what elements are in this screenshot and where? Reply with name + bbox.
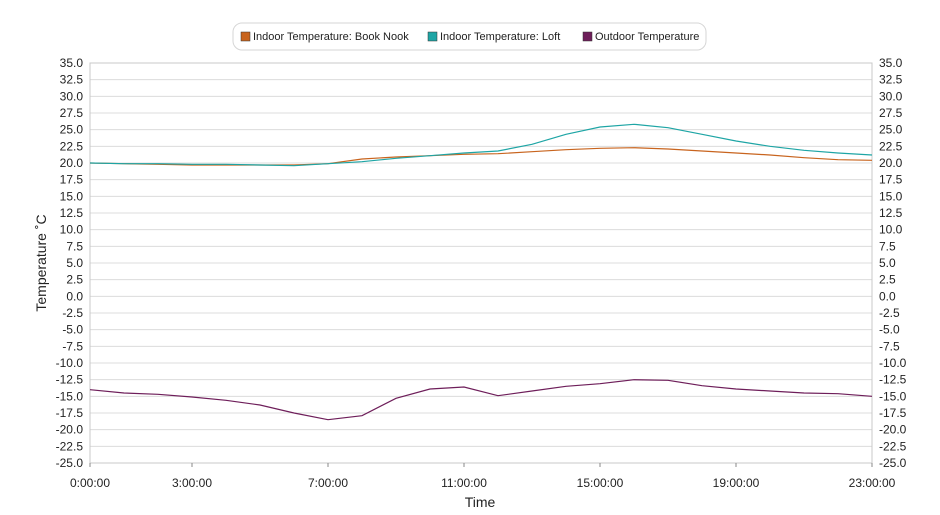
y-tick-label-right: 30.0	[879, 89, 903, 103]
y-tick-label-left: 12.5	[60, 206, 84, 220]
y-tick-label-right: -25.0	[879, 456, 907, 470]
y-tick-label-left: -20.0	[56, 423, 84, 437]
grid-lines	[90, 62, 872, 464]
x-tick-label: 19:00:00	[713, 476, 760, 490]
y-tick-label-right: 12.5	[879, 206, 903, 220]
x-tick-label: 15:00:00	[577, 476, 624, 490]
y-tick-label-left: -15.0	[56, 389, 84, 403]
y-tick-label-left: 7.5	[66, 239, 83, 253]
y-tick-label-right: 27.5	[879, 106, 903, 120]
legend-swatch	[582, 31, 593, 42]
y-tick-label-left: 30.0	[60, 89, 84, 103]
x-tick-label: 11:00:00	[441, 476, 487, 490]
y-tick-label-right: -17.5	[879, 406, 907, 420]
y-tick-label-right: -7.5	[879, 339, 900, 353]
y-tick-label-right: 2.5	[879, 273, 896, 287]
series-lines	[89, 123, 873, 421]
y-tick-label-right: -5.0	[879, 323, 900, 337]
y-axis-right-ticks: 35.0 32.5 30.0 27.5 25.0 22.5 20.0 17.5 15.0 12.5…	[879, 56, 907, 470]
y-tick-label-right: 7.5	[879, 239, 896, 253]
y-tick-label-left: -12.5	[56, 373, 84, 387]
y-tick-label-right: -20.0	[879, 423, 907, 437]
legend-label: Indoor Temperature: Loft	[440, 31, 560, 43]
y-tick-label-left: -7.5	[62, 339, 83, 353]
x-tick-label: 7:00:00	[308, 476, 348, 490]
x-tick-label: 3:00:00	[172, 476, 212, 490]
series-line-2	[89, 379, 873, 421]
y-tick-label-left: -17.5	[56, 406, 84, 420]
y-tick-label-left: 17.5	[60, 173, 84, 187]
y-tick-label-left: 27.5	[60, 106, 84, 120]
x-axis-title: Time	[465, 494, 496, 510]
x-tick-label: 23:00:00	[849, 476, 896, 490]
y-tick-label-right: -12.5	[879, 373, 907, 387]
y-tick-label-right: 10.0	[879, 223, 903, 237]
y-tick-label-left: 15.0	[60, 189, 84, 203]
y-tick-label-left: 10.0	[60, 223, 84, 237]
y-tick-label-left: 20.0	[60, 156, 84, 170]
y-tick-label-left: 5.0	[66, 256, 83, 270]
y-tick-label-left: -5.0	[62, 323, 83, 337]
y-tick-label-left: -10.0	[56, 356, 84, 370]
y-tick-label-right: 17.5	[879, 173, 903, 187]
y-tick-label-left: -25.0	[56, 456, 84, 470]
y-tick-label-right: 20.0	[879, 156, 903, 170]
legend-item-outdoor[interactable]: Outdoor Temperature	[582, 31, 699, 43]
y-tick-label-right: -2.5	[879, 306, 900, 320]
y-tick-label-right: 5.0	[879, 256, 896, 270]
y-tick-label-right: 22.5	[879, 139, 903, 153]
legend-swatch	[427, 31, 438, 42]
y-axis-left-ticks: 35.0 32.5 30.0 27.5 25.0 22.5 20.0 17.5 15.0 12.5…	[56, 56, 84, 470]
legend-item-book-nook[interactable]: Indoor Temperature: Book Nook	[240, 31, 409, 43]
y-tick-label-right: 35.0	[879, 56, 903, 70]
y-tick-label-left: 22.5	[60, 139, 84, 153]
legend-swatch	[240, 31, 251, 42]
legend-label: Outdoor Temperature	[595, 31, 699, 43]
y-tick-label-right: -10.0	[879, 356, 907, 370]
y-tick-label-right: 0.0	[879, 289, 896, 303]
y-tick-label-right: 32.5	[879, 73, 903, 87]
y-tick-label-left: -2.5	[62, 306, 83, 320]
legend[interactable]: Indoor Temperature: Book Nook Indoor Tem…	[232, 22, 707, 51]
y-tick-label-left: 35.0	[60, 56, 84, 70]
plot-frame	[89, 62, 873, 464]
y-tick-label-right: 25.0	[879, 123, 903, 137]
y-tick-label-left: 32.5	[60, 73, 84, 87]
y-tick-label-right: -22.5	[879, 439, 907, 453]
y-tick-label-left: 25.0	[60, 123, 84, 137]
y-tick-label-left: -22.5	[56, 439, 84, 453]
x-axis-ticks: 0:00:00 3:00:00 7:00:00 11:00:00 15:00:00 19:…	[70, 463, 896, 490]
series-line-1	[89, 123, 873, 167]
series-line-0	[89, 147, 873, 166]
legend-label: Indoor Temperature: Book Nook	[253, 31, 409, 43]
y-tick-label-left: 2.5	[66, 273, 83, 287]
y-axis-title: Temperature ˚C	[33, 214, 49, 311]
y-tick-label-right: -15.0	[879, 389, 907, 403]
x-tick-label: 0:00:00	[70, 476, 110, 490]
legend-box	[232, 22, 707, 51]
legend-item-loft[interactable]: Indoor Temperature: Loft	[427, 31, 560, 43]
y-tick-label-left: 0.0	[66, 289, 83, 303]
y-tick-label-right: 15.0	[879, 189, 903, 203]
